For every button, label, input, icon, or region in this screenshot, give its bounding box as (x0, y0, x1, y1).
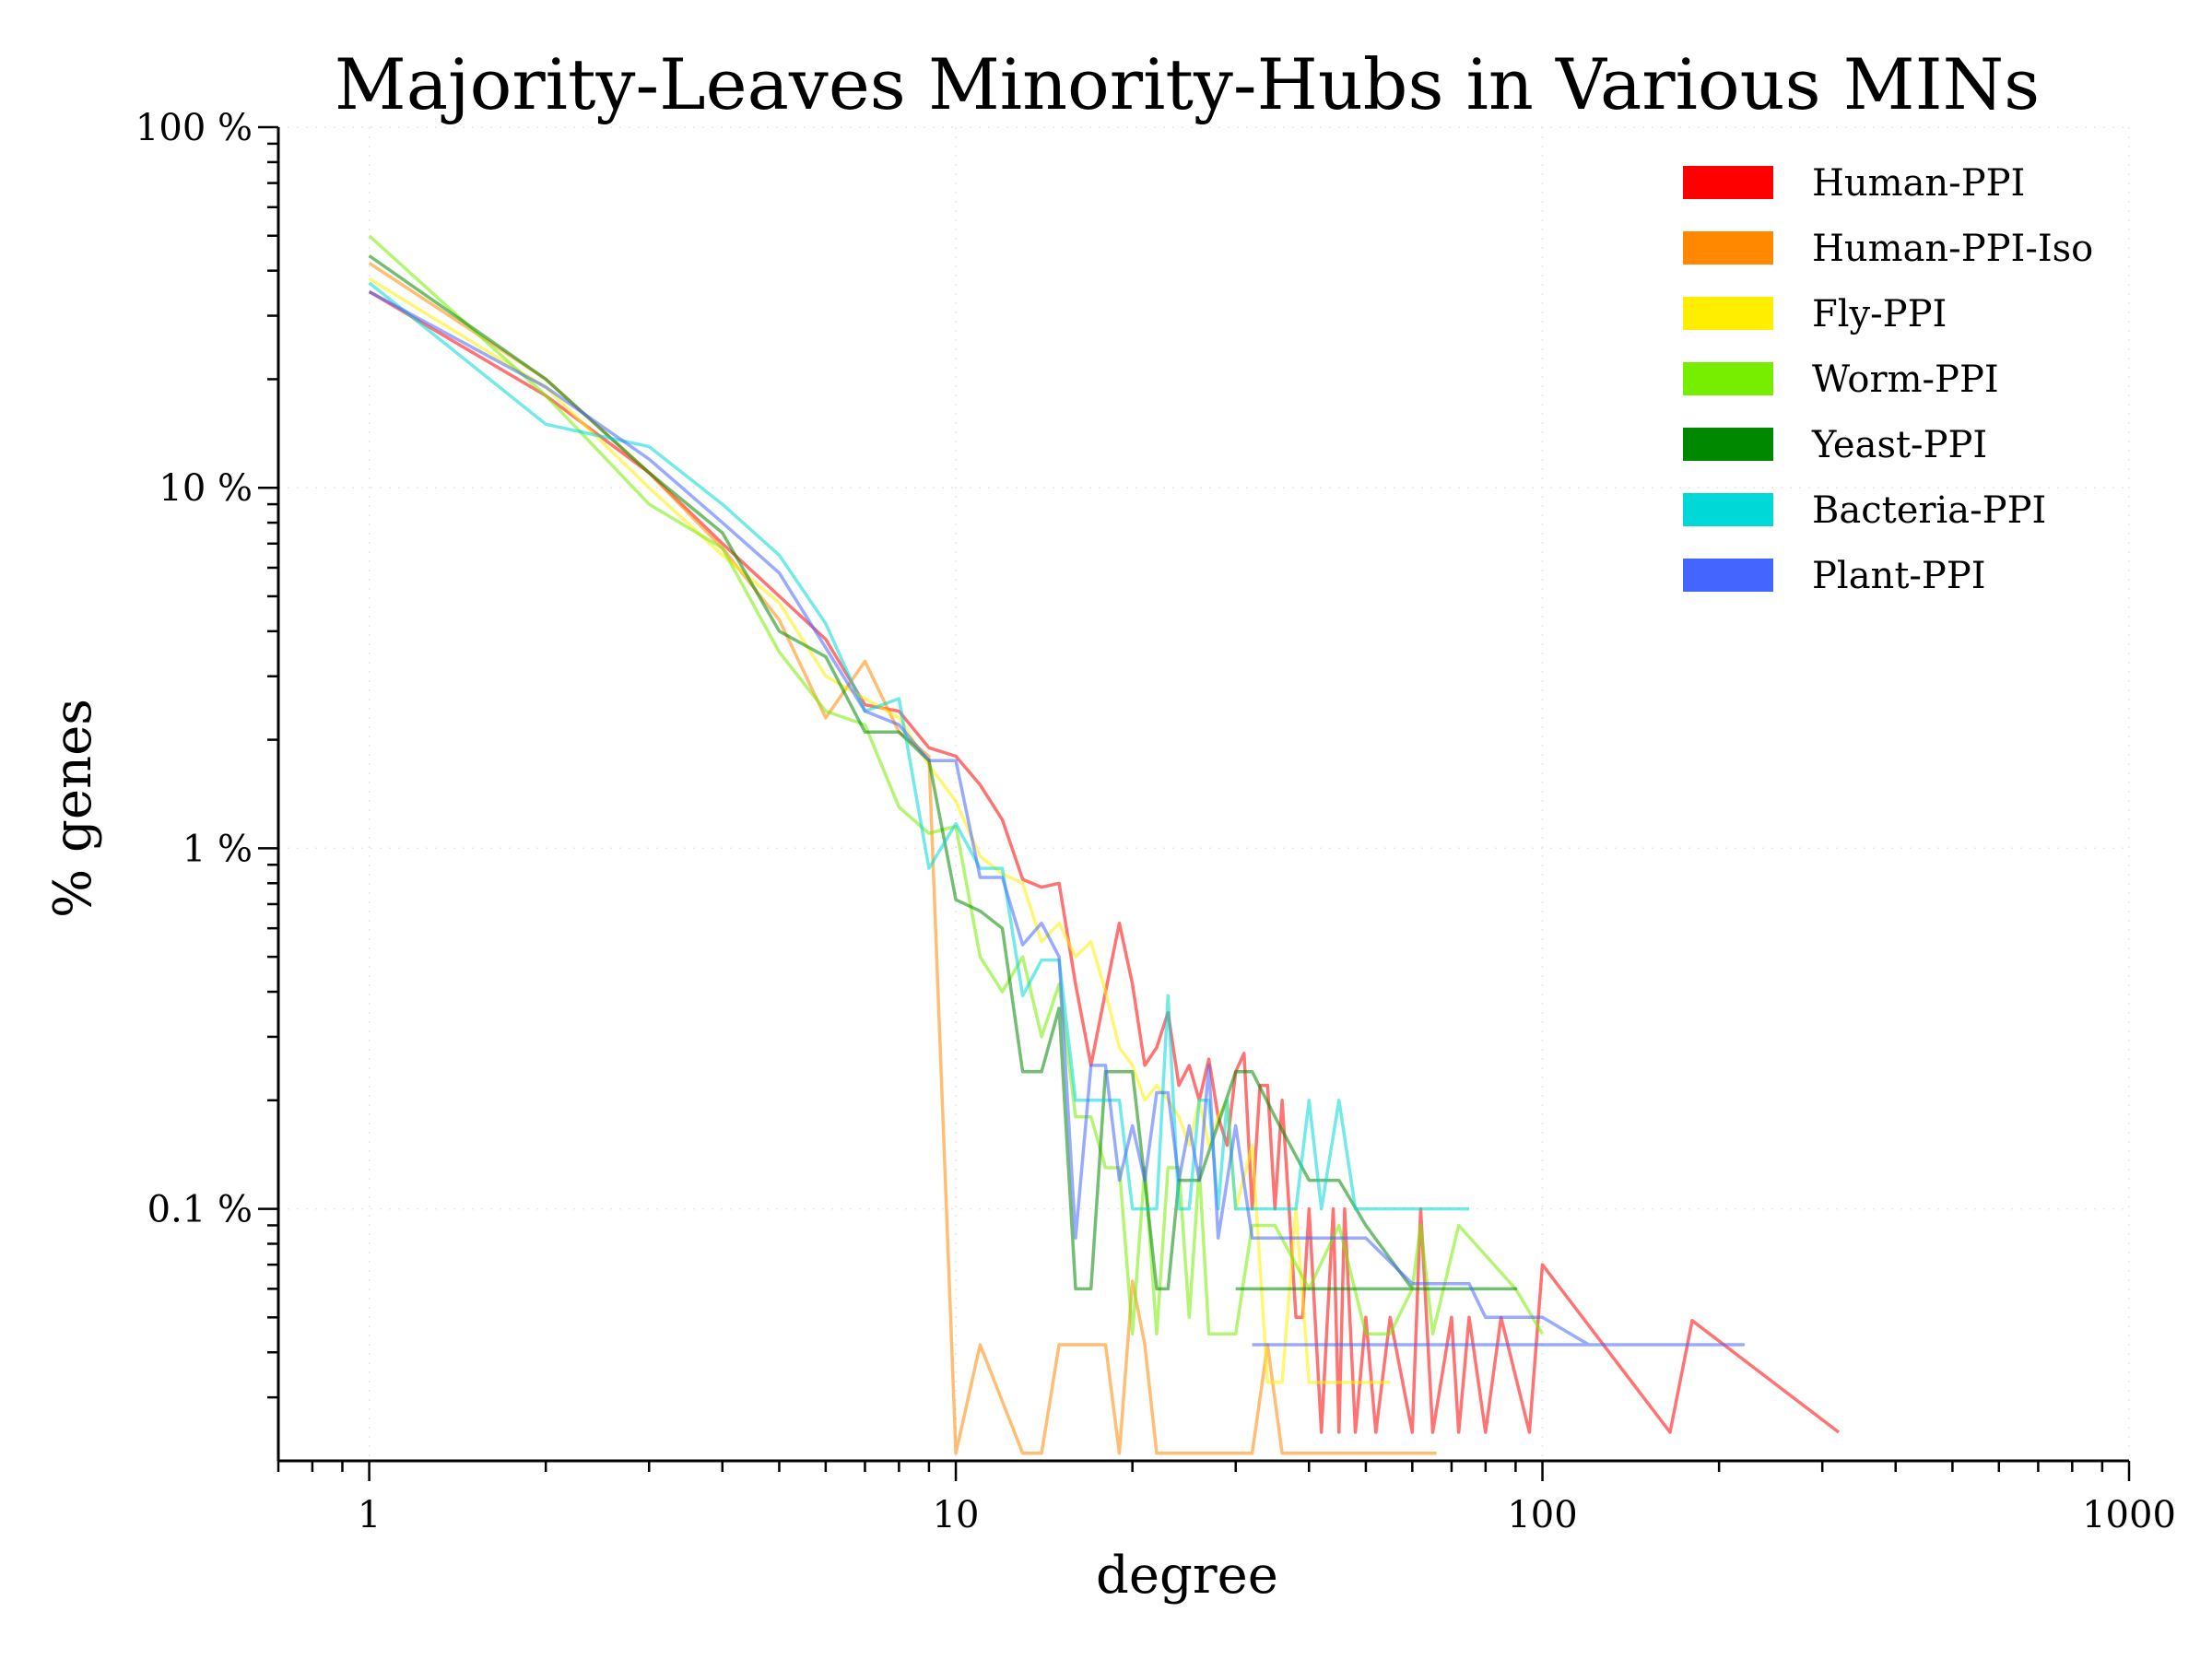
legend-swatch (1683, 362, 1773, 395)
legend-label: Human-PPI-Iso (1812, 228, 2093, 270)
legend-swatch (1683, 297, 1773, 330)
x-tick-label: 10 (933, 1494, 980, 1536)
series-line-worm-ppi (368, 234, 1545, 1335)
grid-lines (278, 126, 2130, 1461)
series-line-fly-ppi (368, 276, 1391, 1384)
y-tick-label: 10 % (159, 467, 253, 510)
series-line-human-ppi-iso (368, 261, 1437, 1455)
x-tick-label: 1000 (2082, 1494, 2176, 1536)
plot-series (368, 234, 1841, 1455)
legend-swatch (1683, 166, 1773, 199)
y-tick-label: 1 % (182, 828, 253, 870)
y-axis-label: % genes (43, 699, 103, 918)
legend-label: Bacteria-PPI (1812, 489, 2046, 532)
legend: Human-PPI Human-PPI-Iso Fly-PPI Worm-PPI Yea… (1683, 162, 2093, 597)
series-line-yeast-ppi (368, 254, 1518, 1291)
series-line-bacteria-ppi (368, 281, 1469, 1211)
x-tick-label: 100 (1507, 1494, 1577, 1536)
legend-swatch (1683, 428, 1773, 461)
legend-label: Human-PPI (1812, 162, 2025, 205)
legend-label: Fly-PPI (1812, 293, 1947, 335)
x-axis-label: degree (1096, 1546, 1278, 1606)
legend-label: Yeast-PPI (1811, 424, 1987, 466)
y-tick-label: 0.1 % (147, 1189, 253, 1231)
series-line-human-ppi (368, 289, 1841, 1434)
x-tick-label: 1 (358, 1494, 381, 1536)
legend-label: Worm-PPI (1812, 359, 1999, 401)
legend-swatch (1683, 231, 1773, 265)
series-line-plant-ppi (368, 289, 1746, 1347)
legend-label: Plant-PPI (1812, 555, 1986, 597)
chart-title: Majority-Leaves Minority-Hubs in Various… (335, 43, 2040, 125)
y-tick-label: 100 % (135, 107, 253, 149)
axes: 1 10 100 1000 0.1 % 1 % 10 % 100 % (135, 107, 2176, 1536)
legend-swatch (1683, 559, 1773, 592)
legend-swatch (1683, 493, 1773, 526)
